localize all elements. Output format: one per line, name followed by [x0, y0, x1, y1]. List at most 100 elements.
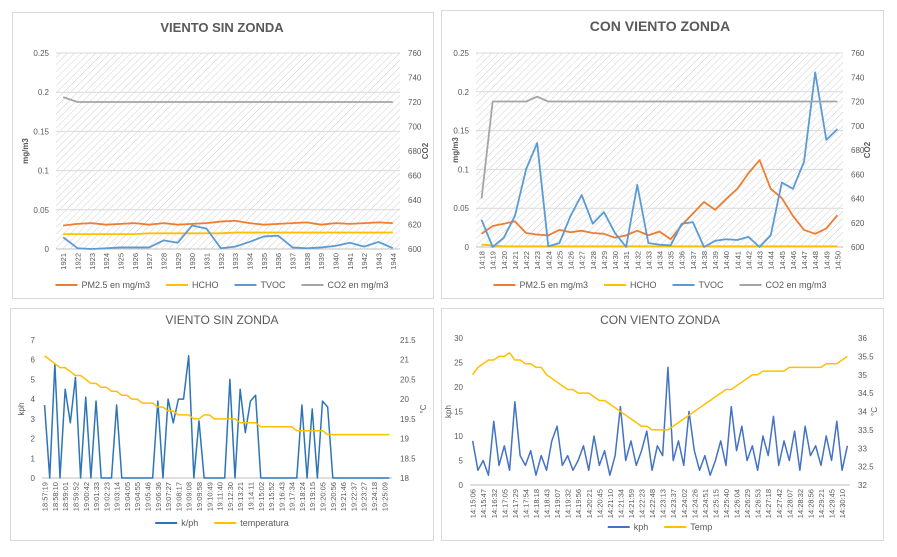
y-tick-label: 6 [31, 356, 36, 365]
x-tick-label: 14:25:40 [722, 489, 731, 518]
x-tick-label: 1937 [289, 253, 298, 270]
x-tick-label: 14:48 [811, 251, 820, 270]
x-tick-label: 14:32 [633, 251, 642, 270]
x-tick-label: 14:17:54 [521, 489, 530, 518]
legend-label: kph [634, 522, 649, 532]
y2-tick-label: 19 [400, 435, 409, 444]
y2-tick-label: 32 [858, 481, 867, 490]
x-tick-label: 19:22:37 [349, 482, 358, 511]
legend-label: k/ph [181, 518, 198, 528]
x-tick-label: 14:20:45 [595, 489, 604, 518]
series-line [62, 224, 394, 250]
y2-tick-label: 34.5 [858, 389, 874, 398]
y-tick-label: 30 [454, 334, 463, 343]
x-tick-label: 14:23:13 [659, 489, 668, 518]
y-tick-label: 2 [31, 435, 36, 444]
y-tick-label: 0.05 [33, 206, 49, 215]
x-tick-label: 14:27:42 [775, 489, 784, 518]
x-tick-label: 1926 [131, 253, 140, 270]
y-tick-label: 0.2 [458, 88, 470, 97]
y2-tick-label: 720 [851, 98, 865, 107]
x-tick-label: 14:17:29 [511, 489, 520, 518]
y-tick-label: 3 [31, 415, 36, 424]
y2-tick-label: 600 [408, 245, 422, 254]
series-line [480, 71, 839, 248]
x-tick-label: 19:17:34 [288, 482, 297, 511]
y2-axis-title: CO2 [421, 142, 430, 159]
x-tick-label: 14:21:59 [627, 489, 636, 518]
x-tick-label: 14:24:26 [690, 489, 699, 518]
x-tick-label: 19:05:46 [144, 482, 153, 511]
x-tick-label: 14:19:56 [574, 489, 583, 518]
x-tick-label: 14:19:32 [564, 489, 573, 518]
y-tick-label: 0.05 [453, 204, 469, 213]
y2-tick-label: 32.5 [858, 463, 874, 472]
y2-tick-label: 19.5 [400, 415, 416, 424]
x-tick-label: 18:57:19 [41, 482, 50, 511]
x-tick-label: 14:31 [622, 251, 631, 270]
legend: PM2.5 en mg/m3 HCHO TVOC CO2 en mg/m3 [493, 280, 827, 290]
chart-title: VIENTO SIN ZONDA [160, 20, 284, 35]
y2-tick-label: 18 [400, 474, 409, 483]
y2-tick-label: 680 [851, 146, 865, 155]
x-tick-label: 19:12:30 [226, 482, 235, 511]
x-tick-label: 18:59:01 [61, 482, 70, 511]
x-tick-label: 19:13:21 [236, 482, 245, 511]
x-tick-label: 14:21 [511, 251, 520, 270]
x-tick-label: 1927 [145, 253, 154, 270]
y-tick-label: 20 [454, 383, 463, 392]
x-tick-label: 1944 [389, 253, 398, 270]
x-tick-label: 14:21:34 [616, 489, 625, 518]
y2-axis-title: °C [419, 404, 428, 413]
x-tick-label: 19:04:05 [123, 482, 132, 511]
y2-tick-label: 600 [851, 243, 865, 252]
x-tick-label: 19:25:09 [380, 482, 389, 511]
x-tick-label: 19:03:14 [113, 482, 122, 511]
y2-tick-label: 34 [858, 408, 867, 417]
x-tick-label: 14:23:37 [669, 489, 678, 518]
x-tick-label: 19:01:33 [92, 482, 101, 511]
y-axis-title: mg/m3 [21, 138, 30, 164]
x-tick-label: 14:26:04 [733, 489, 742, 518]
x-tick-label: 14:29:45 [828, 489, 837, 518]
y2-tick-label: 35 [858, 371, 867, 380]
series-line [480, 95, 838, 199]
x-tick-label: 1922 [74, 253, 83, 270]
y2-tick-label: 640 [408, 196, 422, 205]
x-tick-label: 14:45 [778, 251, 787, 270]
plot-background [476, 53, 843, 247]
y-tick-label: 0.15 [33, 127, 49, 136]
x-tick-label: 1921 [59, 253, 68, 270]
x-tick-label: 1923 [88, 253, 97, 270]
x-tick-label: 14:39 [711, 251, 720, 270]
legend-label: PM2.5 en mg/m3 [519, 280, 588, 290]
x-tick-label: 14:28 [589, 251, 598, 270]
x-tick-label: 14:20:21 [585, 489, 594, 518]
x-tick-label: 19:10:49 [205, 482, 214, 511]
y2-tick-label: 20.5 [400, 375, 416, 384]
y2-tick-label: 700 [851, 122, 865, 131]
legend-label: CO2 en mg/m3 [766, 280, 827, 290]
y2-tick-label: 740 [408, 74, 422, 83]
x-tick-label: 14:30:10 [838, 489, 847, 518]
x-tick-label: 14:34 [656, 251, 665, 270]
x-tick-label: 14:26:29 [743, 489, 752, 518]
legend-label: Temp [690, 522, 712, 532]
series-line [43, 355, 390, 479]
legend: PM2.5 en mg/m3 HCHO TVOC CO2 en mg/m3 [55, 280, 389, 290]
series-line [472, 351, 848, 431]
x-tick-label: 19:19:15 [308, 482, 317, 511]
y2-tick-label: 21.5 [400, 336, 416, 345]
y2-tick-label: 33.5 [858, 426, 874, 435]
x-tick-label: 14:42 [744, 251, 753, 270]
x-tick-label: 14:26:53 [754, 489, 763, 518]
x-tick-label: 14:18:43 [543, 489, 552, 518]
x-tick-label: 14:27:18 [764, 489, 773, 518]
x-tick-label: 14:24:51 [701, 489, 710, 518]
x-tick-label: 14:35 [667, 251, 676, 270]
chart-title: CON VIENTO ZONDA [590, 18, 731, 34]
y-tick-label: 0 [31, 474, 36, 483]
y2-tick-label: 620 [408, 221, 422, 230]
x-tick-label: 14:26 [567, 251, 576, 270]
